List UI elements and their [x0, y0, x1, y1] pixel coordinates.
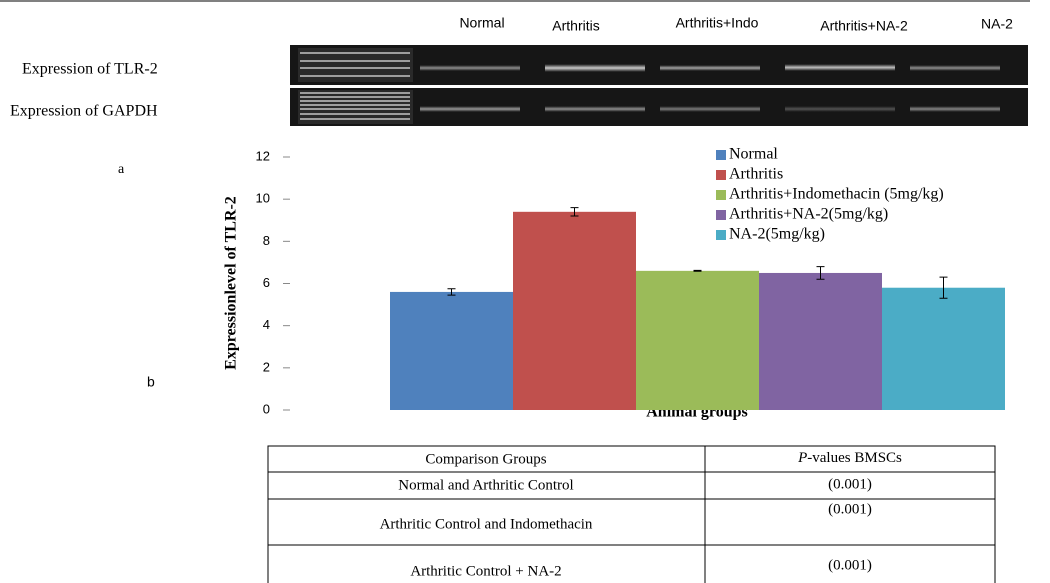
- table-cell: Arthritic Control and Indomethacin: [380, 516, 593, 532]
- comparison-table: [268, 446, 995, 583]
- lane-label: Arthritis+NA-2: [820, 18, 908, 34]
- figure: Normal Arthritis Arthritis+Indo Arthriti…: [0, 0, 1050, 583]
- table-cell: Normal and Arthritic Control: [398, 477, 573, 493]
- gel-image: [290, 45, 1028, 126]
- panel-label: a: [118, 162, 125, 177]
- bar: [759, 273, 882, 410]
- legend-swatch: [716, 170, 726, 180]
- bar: [390, 292, 513, 410]
- y-tick-label: 10: [256, 191, 270, 206]
- legend-label: Normal: [729, 146, 778, 163]
- table-header: Comparison Groups: [425, 451, 546, 467]
- y-tick-label: 2: [263, 359, 270, 374]
- y-tick-label: 4: [263, 317, 270, 332]
- y-tick-label: 8: [263, 233, 270, 248]
- legend-swatch: [716, 210, 726, 220]
- table-cell: (0.001): [828, 476, 872, 492]
- table-cell: Arthritic Control + NA-2: [410, 563, 561, 579]
- legend-swatch: [716, 150, 726, 160]
- y-tick-label: 0: [263, 401, 270, 416]
- gel-row-label: Expression of GAPDH: [10, 103, 158, 120]
- legend-label: Arthritis: [729, 166, 783, 183]
- panel-label: b: [147, 374, 155, 390]
- y-axis-title: Expressionlevel of TLR-2: [223, 196, 240, 370]
- lane-label: NA-2: [981, 16, 1013, 32]
- y-tick-label: 6: [263, 275, 270, 290]
- table-header: P-values BMSCs: [797, 450, 902, 466]
- legend-swatch: [716, 230, 726, 240]
- bar-chart: Expressionlevel of TLR-2 Animal groups 0…: [223, 146, 1005, 421]
- legend-label: Arthritis+Indomethacin (5mg/kg): [729, 186, 944, 203]
- header-text: -values BMSCs: [807, 450, 902, 466]
- bar: [882, 288, 1005, 410]
- legend-swatch: [716, 190, 726, 200]
- table-cell: (0.001): [828, 557, 872, 573]
- bar: [636, 271, 759, 410]
- legend-label: NA-2(5mg/kg): [729, 226, 825, 243]
- gel-row-label: Expression of TLR-2: [22, 61, 158, 78]
- italic-p: P: [797, 450, 807, 466]
- bar: [513, 212, 636, 410]
- y-tick-label: 12: [256, 148, 270, 163]
- table-cell: (0.001): [828, 501, 872, 517]
- lane-label: Arthritis+Indo: [676, 15, 759, 31]
- error-bar: [694, 270, 702, 271]
- lane-label: Normal: [459, 15, 504, 31]
- lane-label: Arthritis: [552, 18, 599, 34]
- legend-label: Arthritis+NA-2(5mg/kg): [729, 206, 888, 223]
